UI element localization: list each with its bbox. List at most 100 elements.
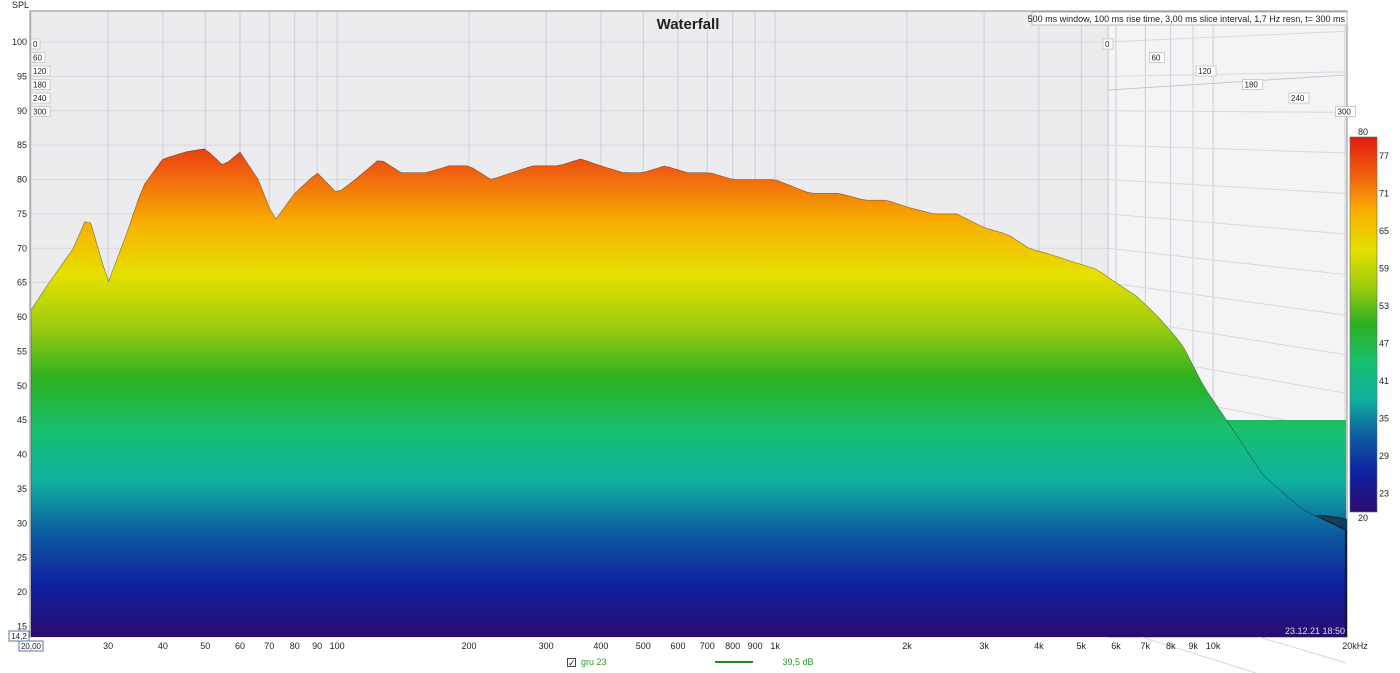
x-tick-label: 20kHz — [1342, 641, 1368, 651]
x-tick-label: 8k — [1166, 641, 1176, 651]
y-tick-label: 65 — [17, 278, 27, 288]
time-label: 0 — [1105, 40, 1110, 49]
info-box — [1031, 11, 1348, 26]
y-tick-label: 15 — [17, 621, 27, 631]
color-scale-label: 23 — [1379, 488, 1389, 498]
x-tick-label: 70 — [264, 641, 274, 651]
time-label-box-left — [30, 65, 51, 77]
x-tick-label: 900 — [748, 641, 763, 651]
chart-title: Waterfall — [657, 16, 720, 33]
x-tick-label: 2k — [902, 641, 912, 651]
x-tick-label: 700 — [700, 641, 715, 651]
y-tick-label: 95 — [17, 71, 27, 81]
timestamp: 23.12.21 18:50 — [1285, 626, 1345, 636]
y-tick-label: 60 — [17, 312, 27, 322]
time-label-box-left — [30, 92, 51, 104]
time-axis: 0 0 60 60 120 120 180 180 240 240 300 300 — [30, 38, 1356, 117]
time-label-box-left — [30, 38, 41, 50]
x-axis: 20,00 30 40 50 60 70 80 90 100 200 300 400 500 600 700… — [18, 640, 1368, 652]
x-tick-label: 50 — [200, 641, 210, 651]
x-tick-label: 400 — [593, 641, 608, 651]
color-scale-label: 35 — [1379, 413, 1389, 423]
y-tick-label: 20 — [17, 587, 27, 597]
x-tick-label: 9k — [1188, 641, 1198, 651]
color-scale-label: 41 — [1379, 376, 1389, 386]
series-name: gru 23 — [581, 657, 607, 667]
x-tick-label: 6k — [1111, 641, 1121, 651]
legend: ✓ gru 23 39,5 dB — [567, 655, 814, 669]
y-tick-label: 30 — [17, 518, 27, 528]
time-label: 240 — [33, 94, 47, 103]
color-scale-bar — [1349, 136, 1378, 513]
x-tick-label: 300 — [539, 641, 554, 651]
time-label: 120 — [33, 67, 47, 76]
color-scale-label: 71 — [1379, 188, 1389, 198]
chart-info: 500 ms window, 100 ms rise time, 3,00 ms… — [1028, 14, 1346, 24]
series-checkbox[interactable]: ✓ — [567, 657, 576, 668]
time-label-box-right — [1242, 79, 1263, 90]
x-tick-label: 60 — [235, 641, 245, 651]
color-scale-label: 65 — [1379, 226, 1389, 236]
y-tick-label: 90 — [17, 106, 27, 116]
time-label: 180 — [33, 81, 47, 90]
y-min-label: 14,2 — [11, 632, 27, 641]
y-tick-label: 55 — [17, 346, 27, 356]
color-scale-label: 20 — [1358, 513, 1368, 523]
time-label: 60 — [1152, 54, 1161, 63]
y-tick-label: 85 — [17, 140, 27, 150]
x-tick-label: 30 — [103, 641, 113, 651]
x-tick-label: 500 — [636, 641, 651, 651]
color-scale-label: 53 — [1379, 301, 1389, 311]
x-tick-label: 10k — [1206, 641, 1221, 651]
x-tick-label: 4k — [1034, 641, 1044, 651]
color-scale-label: 80 — [1358, 127, 1368, 137]
time-label-box-left — [30, 52, 46, 63]
series-line-swatch — [714, 661, 753, 663]
y-axis: 100 95 90 85 80 75 70 65 60 55 50 45 40 35 30 25 20 1514,… — [8, 37, 30, 642]
time-label: 300 — [1338, 108, 1352, 117]
x-tick-label: 20,00 — [21, 642, 42, 651]
time-label-box-right — [1102, 38, 1114, 50]
time-label-box-right — [1288, 92, 1310, 104]
x-tick-label: 800 — [725, 641, 740, 651]
x-tick-label: 80 — [290, 641, 300, 651]
y-tick-label: 45 — [17, 415, 27, 425]
x-tick-label: 90 — [312, 641, 322, 651]
color-scale: 80 77 71 65 59 53 47 41 35 29 23 20 — [1349, 127, 1389, 523]
time-label-box-left — [30, 106, 51, 117]
x-tick-label: 100 — [330, 641, 345, 651]
x-tick-label: 200 — [461, 641, 476, 651]
time-label: 0 — [33, 40, 38, 49]
y-tick-label: 100 — [12, 37, 27, 47]
time-label: 120 — [1198, 67, 1212, 76]
y-tick-label: 80 — [17, 175, 27, 185]
x-tick-label: 600 — [670, 641, 685, 651]
y-tick-label: 25 — [17, 553, 27, 563]
waterfall-surface — [31, 148, 1347, 637]
time-label: 300 — [33, 108, 47, 117]
time-label: 180 — [1245, 81, 1259, 90]
time-label: 60 — [33, 54, 42, 63]
y-tick-label: 75 — [17, 209, 27, 219]
time-label-box-right — [1335, 106, 1356, 117]
y-tick-label: 35 — [17, 484, 27, 494]
x-tick-label: 7k — [1141, 641, 1151, 651]
color-scale-label: 59 — [1379, 263, 1389, 273]
time-label-box-left — [30, 79, 51, 90]
x-min-box[interactable] — [18, 640, 44, 652]
time-label-box-right — [1195, 65, 1217, 77]
time-label: 240 — [1291, 94, 1305, 103]
y-tick-label: 70 — [17, 243, 27, 253]
color-scale-label: 77 — [1379, 151, 1389, 161]
y-tick-label: 50 — [17, 381, 27, 391]
color-scale-label: 29 — [1379, 451, 1389, 461]
x-tick-label: 3k — [979, 641, 989, 651]
y-tick-label: 40 — [17, 450, 27, 460]
time-label-box-right — [1149, 52, 1165, 63]
y-axis-label: SPL — [12, 0, 29, 10]
x-tick-label: 40 — [158, 641, 168, 651]
x-tick-label: 1k — [770, 641, 780, 651]
x-tick-label: 5k — [1077, 641, 1087, 651]
color-scale-label: 47 — [1379, 338, 1389, 348]
